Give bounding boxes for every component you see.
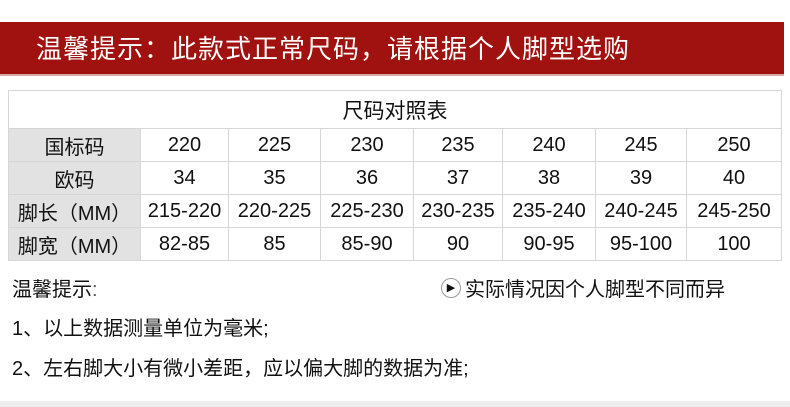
- side-note-text: 实际情况因个人脚型不同而异: [465, 279, 725, 301]
- tips-colon: :: [92, 279, 98, 301]
- table-cell: 90: [413, 227, 503, 261]
- table-cell: 85: [228, 227, 321, 261]
- chevron-right-circle-icon: ▶: [441, 277, 461, 298]
- table-cell: 36: [320, 161, 414, 195]
- banner-notice: 温馨提示：此款式正常尺码，请根据个人脚型选购: [0, 22, 784, 76]
- table-cell: 235-240: [502, 194, 596, 228]
- table-cell: 220-225: [228, 194, 321, 228]
- table-cell: 95-100: [595, 227, 687, 261]
- table-cell: 85-90: [320, 227, 414, 261]
- side-note: ▶ 实际情况因个人脚型不同而异: [441, 273, 725, 302]
- table-cell: 34: [140, 161, 229, 195]
- tip-item: 1、以上数据测量单位为毫米;: [12, 318, 269, 340]
- table-cell: 220: [140, 128, 229, 162]
- table-cell: 230-235: [413, 194, 503, 228]
- table-cell: 37: [413, 161, 503, 195]
- table-row: 脚长（MM） 215-220 220-225 225-230 230-235 235-24…: [8, 194, 782, 228]
- row-header: 欧码: [8, 161, 141, 195]
- table-cell: 215-220: [140, 194, 229, 228]
- row-header: 脚长（MM）: [8, 194, 141, 228]
- table-cell: 225-230: [320, 194, 414, 228]
- table-cell: 245: [595, 128, 687, 162]
- table-cell: 82-85: [140, 227, 229, 261]
- table-cell: 90-95: [502, 227, 596, 261]
- table-row: 脚宽（MM） 82-85 85 85-90 90 90-95 95-100 100: [8, 227, 782, 261]
- table-cell: 38: [502, 161, 596, 195]
- table-cell: 40: [686, 161, 782, 195]
- table-cell: 35: [228, 161, 321, 195]
- table-cell: 250: [686, 128, 782, 162]
- table-row: 欧码 34 35 36 37 38 39 40: [8, 161, 782, 195]
- table-cell: 235: [413, 128, 503, 162]
- row-header: 脚宽（MM）: [8, 227, 141, 261]
- tips-heading: 温馨提示:: [12, 273, 98, 302]
- table-cell: 245-250: [686, 194, 782, 228]
- table-cell: 240: [502, 128, 596, 162]
- table-cell: 225: [228, 128, 321, 162]
- table-cell: 240-245: [595, 194, 687, 228]
- tips-heading-text: 温馨提示: [12, 279, 92, 301]
- row-header: 国标码: [8, 128, 141, 162]
- table-row: 国标码 220 225 230 235 240 245 250: [8, 128, 782, 162]
- tip-item: 2、左右脚大小有微小差距，应以偏大脚的数据为准;: [12, 358, 469, 380]
- table-cell: 230: [320, 128, 414, 162]
- table-cell: 39: [595, 161, 687, 195]
- bottom-divider: [0, 401, 790, 407]
- size-chart-table: 尺码对照表 国标码 220 225 230 235 240 245 250 欧码 34 35 36 37…: [8, 90, 782, 261]
- table-cell: 100: [686, 227, 782, 261]
- table-title: 尺码对照表: [8, 90, 782, 129]
